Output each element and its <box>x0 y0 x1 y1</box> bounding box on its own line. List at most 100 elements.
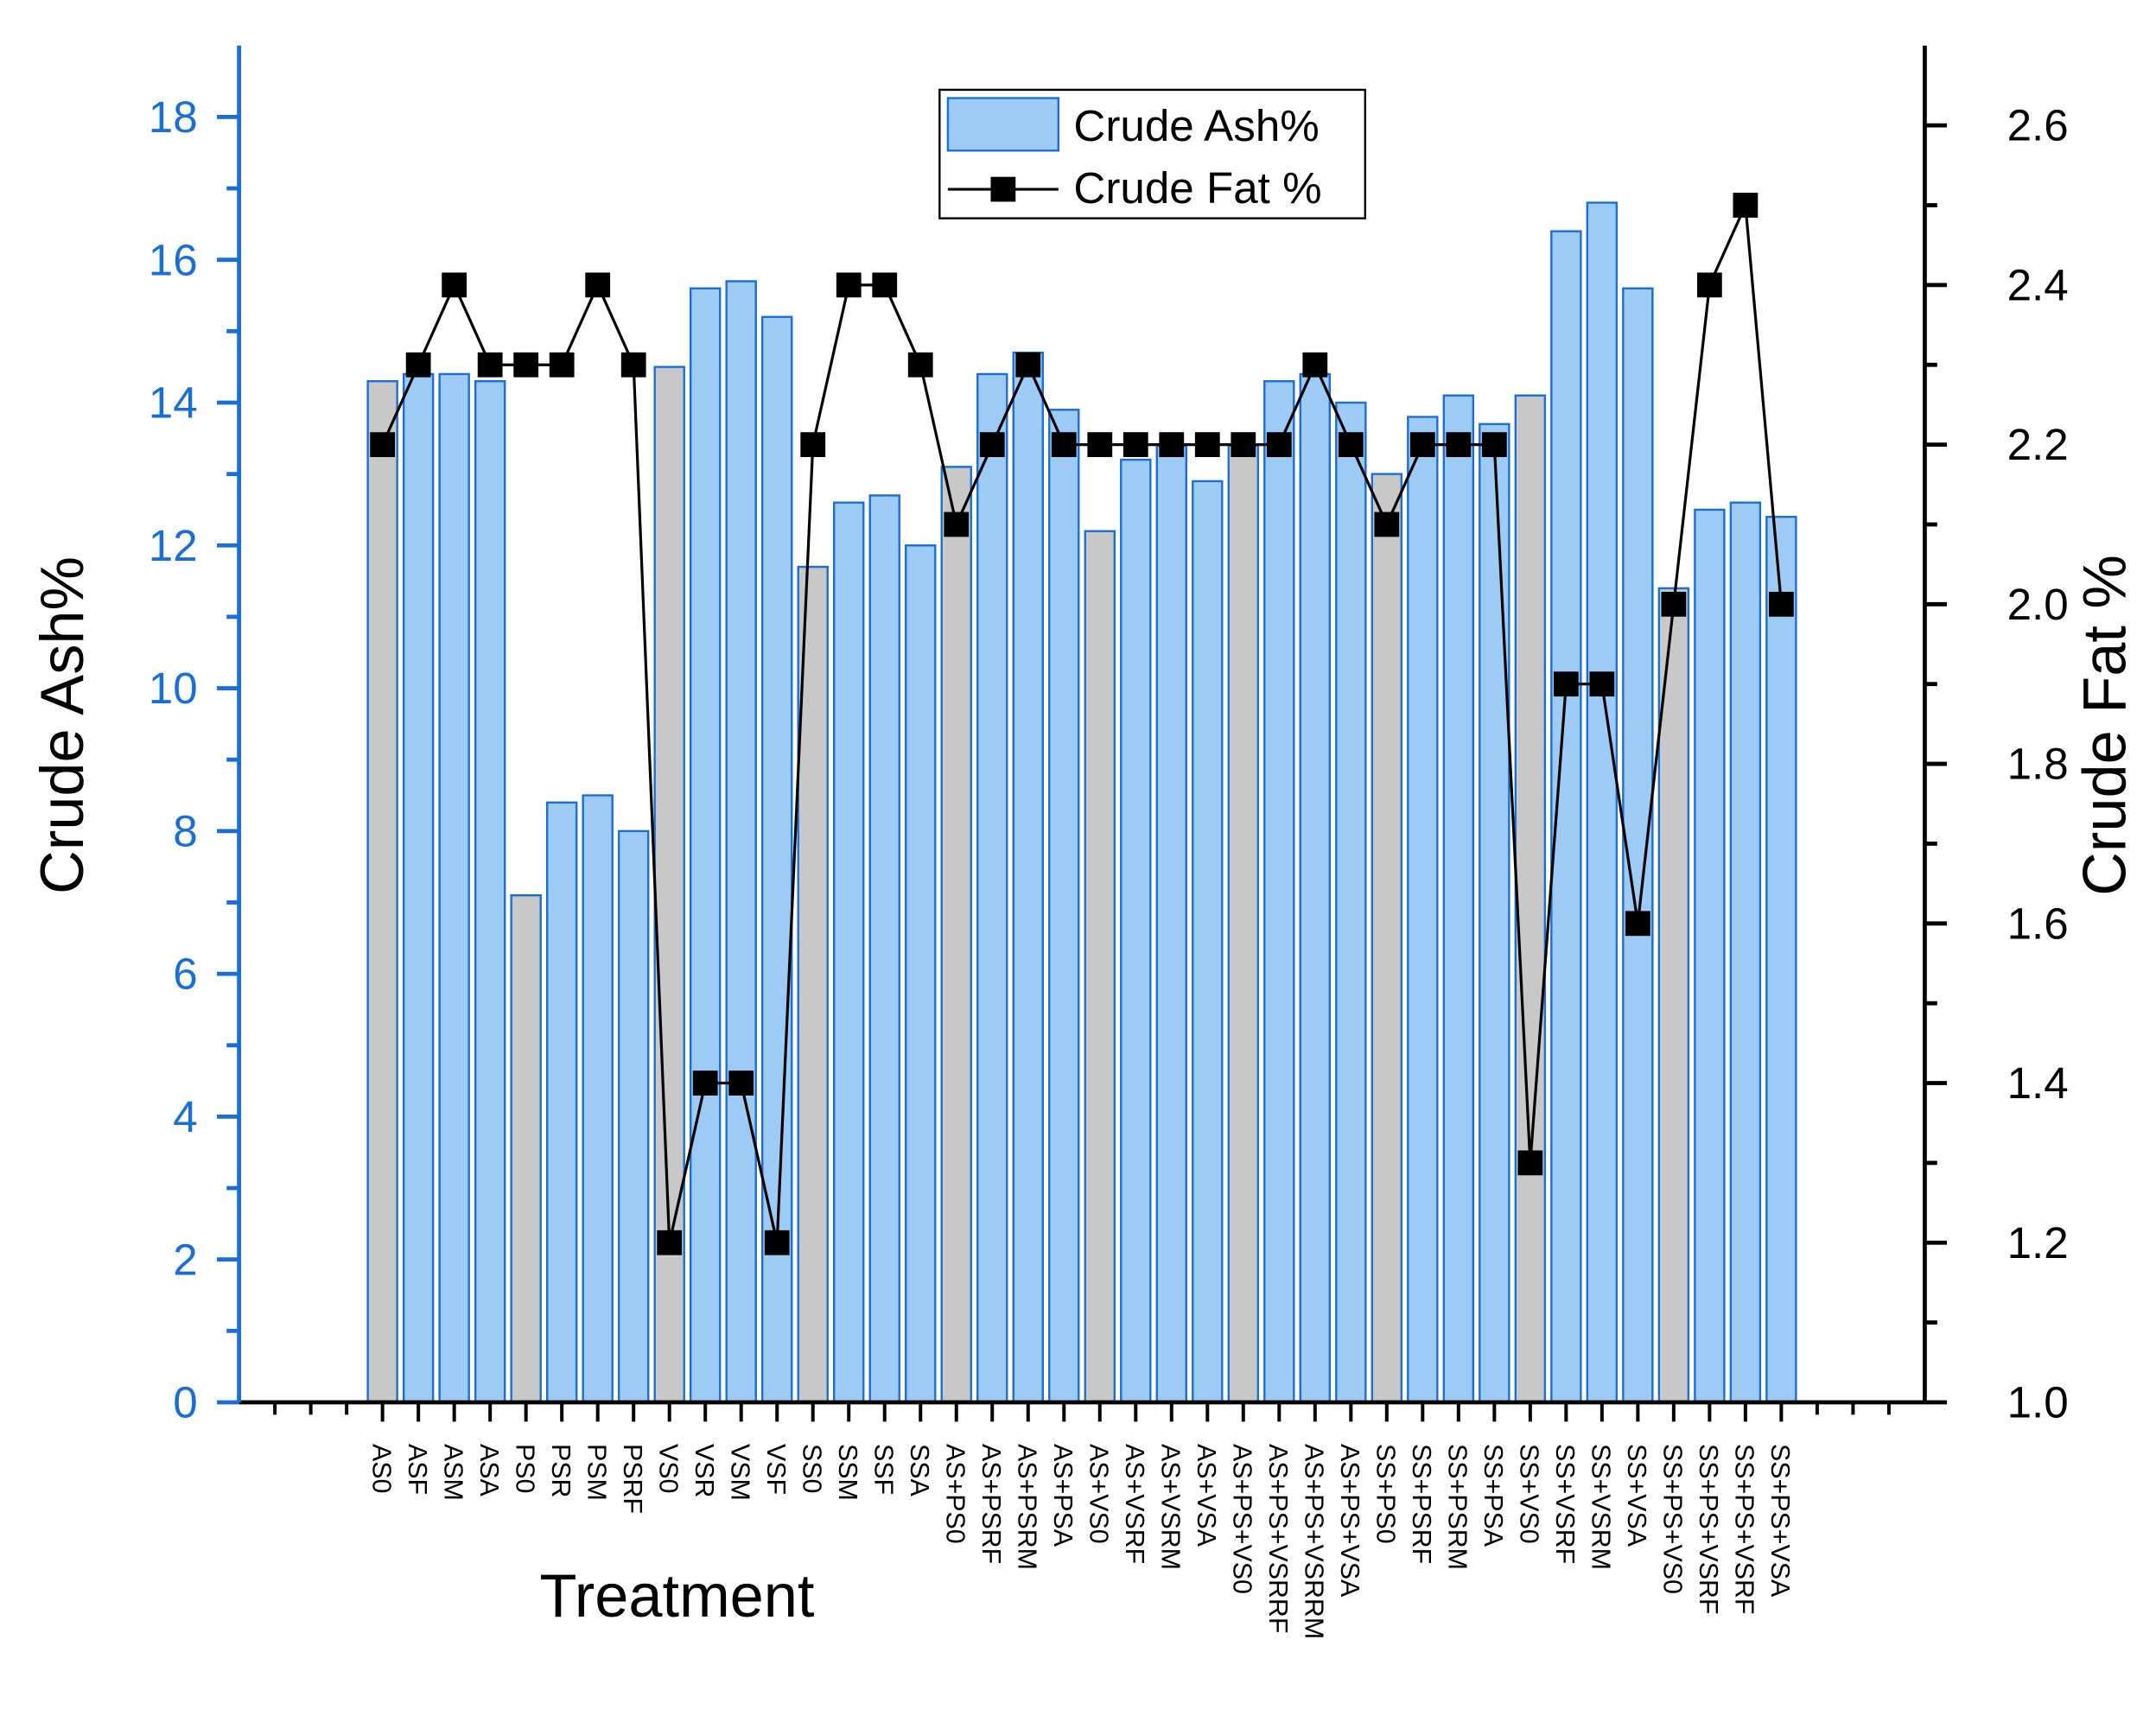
marker <box>1517 1150 1543 1176</box>
bar <box>1694 508 1726 1404</box>
x-tick-label: ASF <box>403 1444 432 1495</box>
x-tick-label: SSF <box>869 1444 899 1495</box>
bar <box>438 372 470 1404</box>
bar <box>1227 444 1260 1404</box>
plot-root: Treatment Crude Ash% Crude Fat % 0 2 4 6 8 10… <box>28 45 2138 1639</box>
bar <box>1084 530 1116 1404</box>
y2-tick-label: 1.8 <box>2007 740 2069 789</box>
x-tick-label: SS+PS+VS0 <box>1658 1444 1688 1594</box>
x-tick-label: PSR <box>546 1444 576 1497</box>
x-tick-label: AS+PS0 <box>941 1444 970 1544</box>
x-tick-label: AS+VS0 <box>1084 1444 1114 1544</box>
marker <box>1051 432 1077 457</box>
bar <box>940 466 972 1404</box>
x-tick-label: AS+PS+VS0 <box>1228 1444 1257 1594</box>
y-tick-label: 4 <box>173 1092 197 1141</box>
marker <box>1266 432 1292 457</box>
marker <box>477 352 503 378</box>
marker <box>585 272 611 298</box>
bar <box>1729 501 1762 1404</box>
marker <box>1231 432 1256 457</box>
marker <box>442 272 467 298</box>
bar <box>1514 394 1547 1404</box>
marker <box>1374 512 1400 537</box>
x-tick-label: AS+PS+VSRRM <box>1300 1444 1329 1639</box>
marker <box>1481 432 1507 457</box>
marker <box>1553 671 1579 697</box>
x-tick-label: SS+PSA <box>1479 1444 1508 1547</box>
marker <box>907 352 933 378</box>
bar <box>1192 480 1224 1404</box>
y-tick-label: 2 <box>173 1235 197 1284</box>
bar <box>1120 458 1152 1404</box>
y-tick-label: 10 <box>149 664 198 713</box>
x-tick-label: ASA <box>474 1444 504 1497</box>
x-tick-label: SS+PS+VSA <box>1765 1444 1795 1598</box>
x-tick-label: VS0 <box>654 1444 684 1493</box>
x-tick-label: SSA <box>905 1444 934 1497</box>
marker <box>1194 432 1220 457</box>
y-tick-label: 0 <box>173 1378 197 1427</box>
bar <box>725 280 757 1404</box>
y-tick-label: 14 <box>149 378 198 428</box>
marker <box>1661 591 1687 617</box>
bar <box>402 372 435 1404</box>
y-tick-label: 12 <box>149 521 198 570</box>
marker <box>728 1071 754 1096</box>
legend-label: Crude Ash% <box>1073 101 1319 150</box>
marker <box>1625 911 1650 937</box>
bar <box>689 287 722 1404</box>
marker <box>1159 432 1185 457</box>
x-axis-title: Treatment <box>540 1561 815 1630</box>
y2-tick-label: 1.0 <box>2007 1378 2069 1427</box>
marker <box>979 432 1005 457</box>
marker <box>764 1230 790 1255</box>
bar <box>1335 401 1367 1404</box>
y-tick-label: 6 <box>173 950 197 999</box>
marker <box>1446 432 1472 457</box>
x-tick-label: AS+VSRM <box>1156 1444 1186 1570</box>
marker <box>1087 432 1113 457</box>
bar <box>1586 201 1619 1404</box>
bar <box>1299 372 1332 1404</box>
y2-axis-title: Crude Fat % <box>2070 555 2138 896</box>
marker <box>657 1230 683 1255</box>
bar <box>1657 587 1690 1404</box>
bar <box>366 379 398 1404</box>
x-tick-label: AS+PSRF <box>976 1444 1006 1564</box>
marker <box>549 352 575 378</box>
x-tick-label: AS+PSRM <box>1013 1444 1042 1570</box>
bar <box>1765 516 1797 1404</box>
bar <box>1012 351 1044 1404</box>
marker <box>620 352 646 378</box>
legend-label: Crude Fat % <box>1073 163 1321 213</box>
x-tick-label: AS+PS+VSA <box>1335 1444 1364 1598</box>
x-tick-label: SS+PS+VSRF <box>1730 1444 1759 1615</box>
x-tick-label: AS+VSRF <box>1120 1444 1149 1564</box>
bar <box>833 501 865 1404</box>
x-tick-label: VSM <box>726 1444 755 1501</box>
marker <box>1696 272 1722 298</box>
marker <box>405 352 431 378</box>
x-tick-label: PS0 <box>510 1444 539 1493</box>
bar <box>1048 409 1080 1404</box>
marker <box>1123 432 1148 457</box>
x-tick-label: SS+PS+VSRF <box>1694 1444 1723 1615</box>
marker <box>513 352 539 378</box>
x-tick-label: SS+VSRM <box>1587 1444 1616 1570</box>
bar <box>1263 379 1295 1404</box>
y-tick-label: 16 <box>149 235 198 284</box>
marker <box>944 512 970 537</box>
y-tick-label: 18 <box>149 92 198 142</box>
y-tick-label: 8 <box>173 806 197 855</box>
line <box>381 200 1783 1243</box>
x-tick-label: SS0 <box>798 1444 827 1493</box>
x-tick-label: SS+PS0 <box>1371 1444 1401 1544</box>
x-tick-label: PSM <box>582 1444 611 1501</box>
y2-tick-label: 1.2 <box>2007 1218 2069 1268</box>
marker <box>1768 591 1794 617</box>
x-tick-label: SSM <box>833 1444 862 1501</box>
marker <box>1338 432 1364 457</box>
x-tick-label: PSRF <box>618 1444 647 1514</box>
x-tick-label: ASM <box>438 1444 467 1501</box>
